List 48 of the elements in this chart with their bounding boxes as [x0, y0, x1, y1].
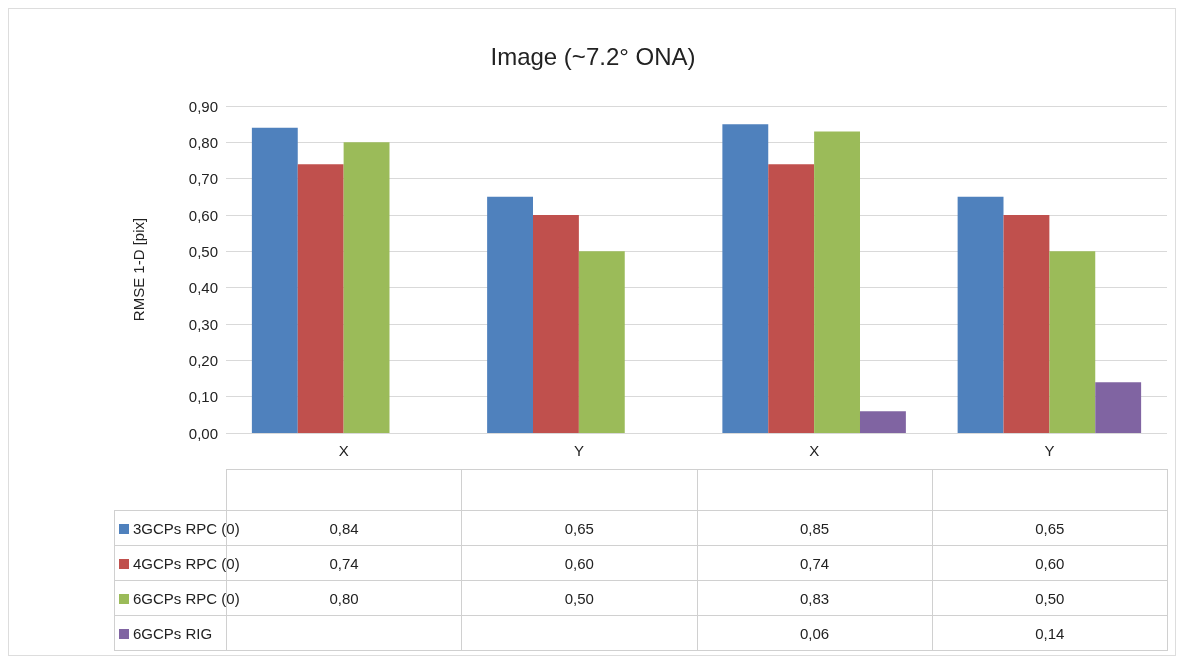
- bar: [722, 124, 769, 433]
- bar: [251, 127, 298, 433]
- x-tick-label: X: [809, 442, 820, 459]
- legend-label: 4GCPs RPC (0): [132, 553, 240, 574]
- y-tick-label: 0,90: [188, 97, 218, 115]
- data-label: 0,14: [932, 615, 1168, 651]
- y-tick-label: 0,80: [188, 133, 218, 151]
- y-tick-label: 0,50: [188, 242, 218, 260]
- x-tick-label: Y: [573, 442, 584, 459]
- bar: [814, 131, 860, 433]
- data-label: 0,85: [697, 510, 933, 546]
- data-label: 0,80: [329, 589, 359, 607]
- data-label: 0,50: [932, 580, 1168, 616]
- data-label: 0,60: [932, 545, 1168, 581]
- data-label: 0,65: [461, 510, 697, 546]
- legend-label: 6GCPs RPC (0): [132, 588, 240, 609]
- y-tick-label: 0,70: [188, 170, 218, 188]
- data-label: 0,74: [329, 554, 359, 572]
- bar: [343, 142, 390, 433]
- legend-label: 3GCPs RPC (0): [132, 518, 240, 539]
- data-label: 0,84: [329, 519, 359, 537]
- bar: [1049, 251, 1096, 433]
- data-label: 0,65: [932, 510, 1168, 546]
- bar: [957, 196, 1004, 433]
- y-tick-label: 0,60: [188, 206, 218, 224]
- bar: [1095, 382, 1142, 433]
- bar: [533, 215, 579, 433]
- bar: [297, 164, 344, 433]
- bar: [578, 251, 625, 433]
- chart-title: Image (~7.2° ONA): [490, 42, 696, 70]
- y-tick-label: 0,00: [188, 424, 218, 442]
- y-tick-label: 0,20: [188, 351, 218, 369]
- data-label: 0,74: [697, 545, 933, 581]
- y-tick-label: 0,10: [188, 388, 218, 406]
- data-label: 0,06: [697, 615, 933, 651]
- bar: [1003, 215, 1050, 433]
- data-label: 0,83: [697, 580, 933, 616]
- x-tick-label: Y: [1044, 442, 1055, 459]
- y-axis-title: RMSE 1-D [pix]: [130, 217, 147, 322]
- legend-label: 6GCPs RIG: [114, 615, 227, 651]
- bar: [860, 411, 906, 433]
- x-tick-label: X: [338, 442, 349, 459]
- y-tick-label: 0,40: [188, 279, 218, 297]
- y-tick-label: 0,30: [188, 315, 218, 333]
- data-label: 0,50: [461, 580, 697, 616]
- bar: [768, 164, 815, 433]
- bar: [487, 196, 533, 433]
- data-label: 0,60: [461, 545, 697, 581]
